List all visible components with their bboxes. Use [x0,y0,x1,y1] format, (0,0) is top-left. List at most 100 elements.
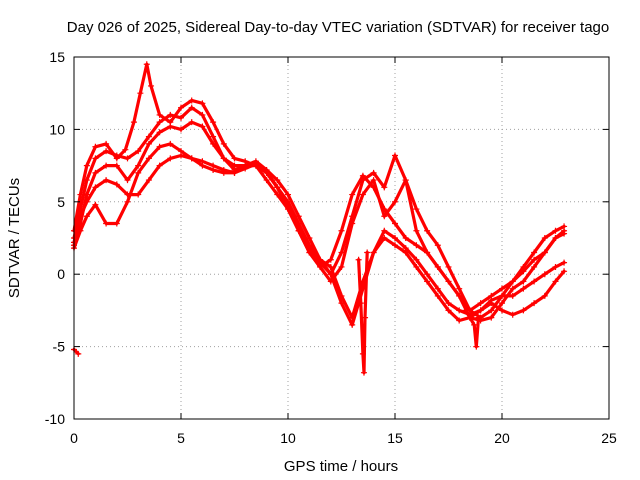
data-point-marker [456,307,463,314]
x-tick-label: 20 [494,430,510,446]
data-point-marker [413,227,420,234]
data-point-marker [148,82,155,89]
data-point-marker [317,259,324,266]
data-point-marker [338,300,345,307]
data-point-marker [199,111,206,118]
data-point-marker [552,235,559,241]
series-dip-1 [355,249,371,376]
data-point-marker [359,177,366,184]
data-point-marker [199,100,206,107]
data-point-marker [413,263,420,270]
y-tick-label: 5 [57,194,65,210]
data-point-marker [520,307,527,314]
data-point-marker [137,90,144,97]
data-point-marker [92,155,99,162]
data-point-marker [499,292,505,299]
data-point-marker [462,307,469,314]
data-point-marker [83,198,90,205]
data-point-marker [552,263,559,270]
data-point-marker [135,162,142,169]
tick-layer: 0 5 10 15 20 25 -10 -5 0 5 10 15 [45,49,617,446]
data-point-marker [531,256,538,263]
data-point-marker [327,263,334,270]
series-line [357,250,369,375]
data-point-marker [509,278,516,285]
y-tick-label: 0 [57,266,65,282]
data-point-marker [520,285,527,292]
data-point-marker [520,263,527,270]
data-point-marker [402,235,409,241]
data-point-marker [83,213,90,220]
x-tick-label: 15 [387,430,403,446]
data-point-marker [135,191,142,198]
data-point-marker [413,206,420,213]
series-outlier-1 [71,346,82,357]
data-point-marker [199,158,206,165]
data-point-marker [392,198,398,205]
data-point-marker [263,168,270,175]
plot-frame [73,56,610,420]
data-point-marker [359,191,366,198]
data-point-marker [113,181,120,188]
data-point-marker [424,271,431,278]
data-point-marker [156,111,163,118]
x-tick-label: 5 [177,430,185,446]
data-point-marker [274,184,281,191]
data-point-marker [75,350,82,357]
data-point-marker [220,140,227,147]
data-point-marker [178,114,184,121]
data-point-marker [531,278,538,285]
data-point-marker [370,169,377,176]
data-point-marker [242,164,249,171]
data-point-marker [285,201,291,208]
data-point-marker [188,155,195,162]
data-point-marker [83,162,90,169]
chart-title: Day 026 of 2025, Sidereal Day-to-day VTE… [67,19,609,36]
data-point-marker [285,191,291,198]
data-point-marker [561,268,568,275]
data-point-marker [424,278,431,285]
data-point-marker [113,152,120,159]
data-point-marker [178,152,184,159]
x-tick-label: 10 [280,430,296,446]
data-point-marker [488,314,495,321]
data-point-marker [103,162,110,169]
data-point-marker [381,184,388,191]
data-point-marker [156,162,163,169]
data-point-marker [103,220,110,227]
series-trace-2 [71,104,568,321]
data-point-marker [488,307,495,314]
data-point-marker [231,155,238,162]
y-tick-label: -5 [53,339,66,355]
data-point-marker [103,140,110,147]
data-point-marker [445,263,452,270]
data-point-marker [274,177,281,184]
data-point-marker [561,259,568,266]
data-point-marker [477,300,484,307]
data-point-marker [413,242,420,249]
data-point-marker [210,133,217,140]
data-point-marker [327,271,334,278]
data-point-marker [445,307,452,314]
series-line [72,153,566,327]
y-tick-label: 15 [49,49,65,65]
data-point-marker [295,224,302,231]
data-point-marker [402,177,409,184]
data-point-marker [130,119,137,126]
data-point-marker [475,314,482,321]
data-point-marker [531,300,538,307]
series-line [72,142,566,323]
data-point-marker [92,143,99,150]
data-point-marker [561,223,568,230]
data-point-marker [541,271,548,278]
data-point-marker [456,285,463,292]
data-point-marker [92,201,99,208]
data-point-marker [92,184,99,191]
data-point-marker [113,162,120,169]
data-point-marker [370,249,377,256]
data-point-marker [355,256,362,263]
series-trace-3 [71,119,568,324]
data-point-marker [135,169,142,176]
data-point-marker [349,321,356,328]
